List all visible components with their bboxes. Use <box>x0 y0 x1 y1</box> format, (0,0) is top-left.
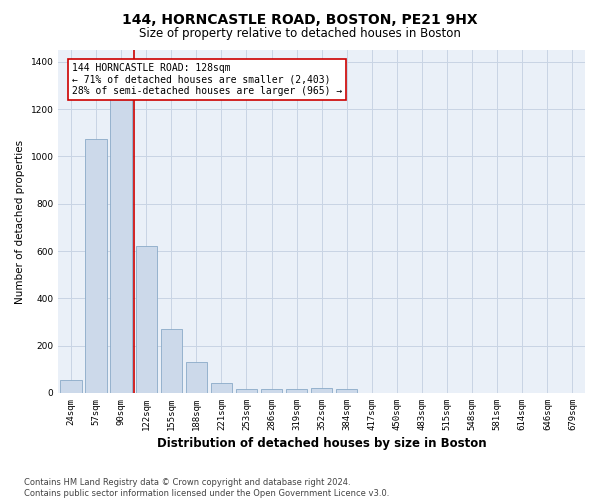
Bar <box>261 388 282 393</box>
Bar <box>236 388 257 393</box>
Bar <box>110 83 132 393</box>
Text: 144 HORNCASTLE ROAD: 128sqm
← 71% of detached houses are smaller (2,403)
28% of : 144 HORNCASTLE ROAD: 128sqm ← 71% of det… <box>72 63 343 96</box>
Text: Contains HM Land Registry data © Crown copyright and database right 2024.
Contai: Contains HM Land Registry data © Crown c… <box>24 478 389 498</box>
Bar <box>311 388 332 393</box>
Bar <box>185 362 207 393</box>
Bar <box>60 380 82 393</box>
Text: 144, HORNCASTLE ROAD, BOSTON, PE21 9HX: 144, HORNCASTLE ROAD, BOSTON, PE21 9HX <box>122 12 478 26</box>
Bar <box>136 246 157 393</box>
Bar <box>286 388 307 393</box>
Y-axis label: Number of detached properties: Number of detached properties <box>15 140 25 304</box>
Bar <box>161 329 182 393</box>
Bar <box>85 138 107 393</box>
Bar <box>336 390 358 393</box>
Bar <box>211 384 232 393</box>
Text: Size of property relative to detached houses in Boston: Size of property relative to detached ho… <box>139 28 461 40</box>
X-axis label: Distribution of detached houses by size in Boston: Distribution of detached houses by size … <box>157 437 487 450</box>
